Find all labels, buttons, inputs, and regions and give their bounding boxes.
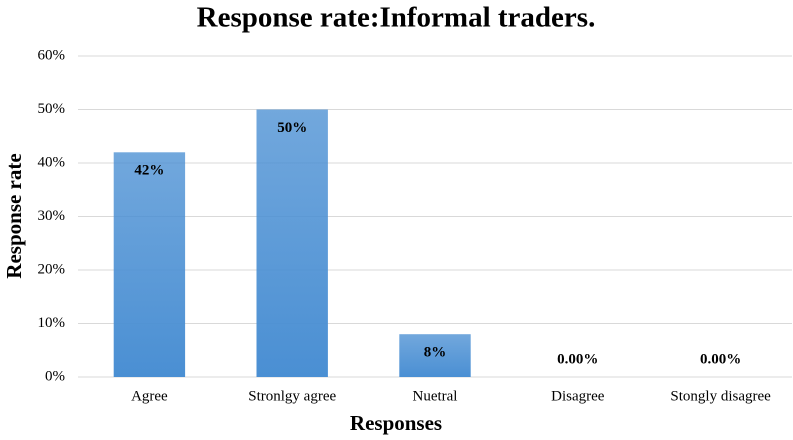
y-tick-label: 50% bbox=[38, 101, 66, 117]
value-label: 42% bbox=[134, 163, 164, 179]
y-tick-label: 10% bbox=[38, 315, 66, 331]
value-label: 8% bbox=[424, 345, 447, 361]
bar bbox=[256, 109, 328, 377]
value-label: 0.00% bbox=[700, 351, 741, 367]
x-tick-label: Disagree bbox=[551, 388, 605, 404]
y-tick-label: 20% bbox=[38, 261, 66, 277]
x-tick-label: Nuetral bbox=[413, 388, 458, 404]
bar bbox=[399, 334, 471, 377]
y-axis-title: Response rate bbox=[2, 153, 26, 278]
y-tick-label: 0% bbox=[45, 368, 65, 384]
chart-title: Response rate:Informal traders. bbox=[197, 2, 596, 34]
x-tick-label: Agree bbox=[131, 388, 168, 404]
value-label: 0.00% bbox=[557, 351, 598, 367]
y-tick-label: 60% bbox=[38, 47, 66, 63]
value-label: 50% bbox=[277, 120, 307, 136]
x-axis-title: Responses bbox=[350, 411, 442, 435]
y-tick-label: 30% bbox=[38, 208, 66, 224]
y-tick-label: 40% bbox=[38, 154, 66, 170]
x-tick-label: Stronlgy agree bbox=[248, 388, 336, 404]
bar bbox=[113, 152, 186, 377]
x-tick-label: Stongly disagree bbox=[670, 388, 771, 404]
